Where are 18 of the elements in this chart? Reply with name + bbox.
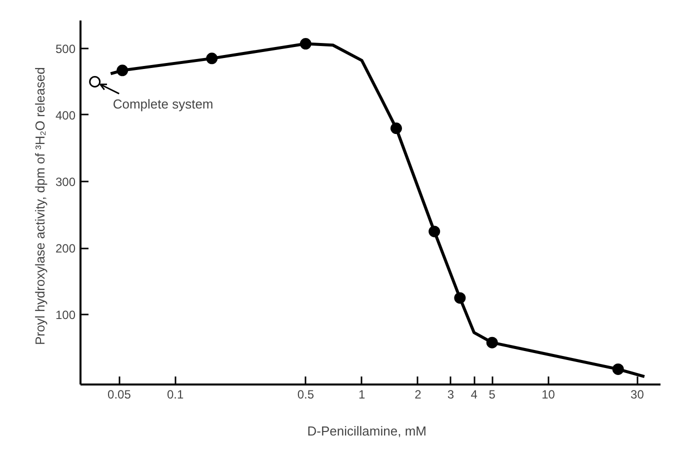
x-tick-label: 0.1 (166, 388, 184, 402)
x-tick-label: 3 (447, 388, 454, 402)
annotation: Complete system (112, 96, 214, 112)
x-tick-label: 1 (358, 388, 366, 402)
x-tick-label: 0.05 (108, 388, 132, 402)
x-tick-label: 10 (542, 388, 556, 402)
x-axis-title: D-Penicillamine, mM (307, 424, 426, 438)
x-tick-label: 30 (630, 388, 644, 402)
y-tick-label: 300 (55, 175, 76, 190)
y-tick-label: 100 (55, 308, 76, 322)
y-tick-label: 400 (55, 108, 76, 122)
y-axis-title: Proyl hydroxylase activity, dpm of ³H₂O released (32, 67, 48, 346)
x-tick-label: 2 (414, 388, 422, 402)
x-tick-label: 5 (488, 388, 496, 402)
x-tick-label: 4 (470, 388, 478, 402)
y-tick-label: 500 (55, 42, 76, 56)
x-tick-label: 0.5 (297, 388, 314, 402)
y-tick-label: 200 (55, 242, 76, 256)
